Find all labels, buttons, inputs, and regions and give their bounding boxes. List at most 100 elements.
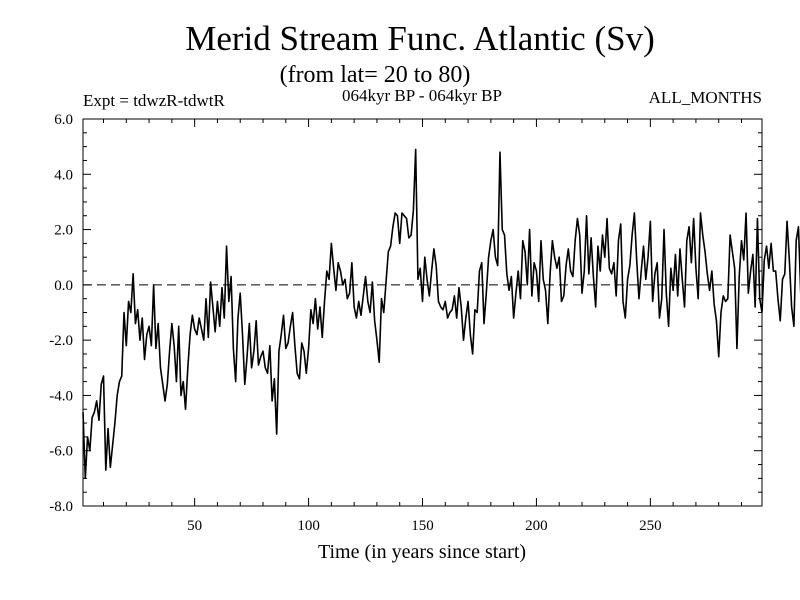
data-point [235,381,237,383]
data-point [547,323,549,325]
data-point [456,317,458,319]
data-point [549,273,551,275]
data-point [271,400,273,402]
data-point [226,245,228,247]
data-point [396,215,398,217]
data-point [394,212,396,214]
data-point [702,234,704,236]
y-tick-label: 0.0 [54,278,73,294]
data-point [469,334,471,336]
data-point [367,300,369,302]
data-point [324,300,326,302]
data-point [522,240,524,242]
data-point [376,339,378,341]
data-point [699,212,701,214]
data-point [722,295,724,297]
data-point [795,240,797,242]
y-tick-label: -2.0 [49,333,73,349]
data-point [342,284,344,286]
data-point [472,353,474,355]
data-point [84,477,86,479]
data-point [629,265,631,267]
data-point [424,256,426,258]
data-point [283,314,285,316]
data-point [640,270,642,272]
data-point [706,273,708,275]
data-point [182,381,184,383]
data-point [750,270,752,272]
data-point [519,298,521,300]
data-point [100,383,102,385]
data-point [308,347,310,349]
data-point [583,270,585,272]
data-point [713,303,715,305]
data-point [410,234,412,236]
data-point [171,323,173,325]
data-point [740,240,742,242]
data-point [576,218,578,220]
data-point [162,383,164,385]
data-point [435,265,437,267]
data-point [538,300,540,302]
data-point [501,229,503,231]
data-point [244,383,246,385]
data-point [531,295,533,297]
data-point [406,218,408,220]
data-point [542,278,544,280]
data-point [362,295,364,297]
data-point [187,367,189,369]
data-point [114,422,116,424]
data-point [426,278,428,280]
chart-title: Merid Stream Func. Atlantic (Sv) [185,19,655,58]
data-point [150,345,152,347]
data-point [586,215,588,217]
data-point [574,240,576,242]
data-point [189,334,191,336]
data-point [412,209,414,211]
x-tick-label: 100 [297,518,320,534]
data-point [513,317,515,319]
data-point [524,251,526,253]
data-point [647,256,649,258]
data-point [506,273,508,275]
data-point [745,212,747,214]
data-point [433,248,435,250]
data-point [595,306,597,308]
data-point [465,317,467,319]
data-point [216,300,218,302]
data-point [711,270,713,272]
data-point [417,278,419,280]
data-point [636,259,638,261]
data-point [797,226,799,228]
data-point [718,356,720,358]
data-point [663,229,665,231]
data-point [483,323,485,325]
data-point [93,411,95,413]
data-point [772,270,774,272]
data-point [287,342,289,344]
data-point [485,292,487,294]
data-point [649,220,651,222]
data-point [276,433,278,435]
data-point [392,226,394,228]
data-point [725,300,727,302]
data-point [533,262,535,264]
data-point [672,289,674,291]
data-point [736,347,738,349]
data-point [328,278,330,280]
x-tick-label: 150 [411,518,434,534]
data-point [221,287,223,289]
data-point [96,400,98,402]
data-point [551,240,553,242]
data-point [148,325,150,327]
data-point [82,411,84,413]
data-point [116,394,118,396]
data-point [385,281,387,283]
data-point [105,469,107,471]
data-point [554,256,556,258]
data-point [223,317,225,319]
data-point [604,256,606,258]
data-point [517,270,519,272]
data-point [296,372,298,374]
data-point [269,345,271,347]
